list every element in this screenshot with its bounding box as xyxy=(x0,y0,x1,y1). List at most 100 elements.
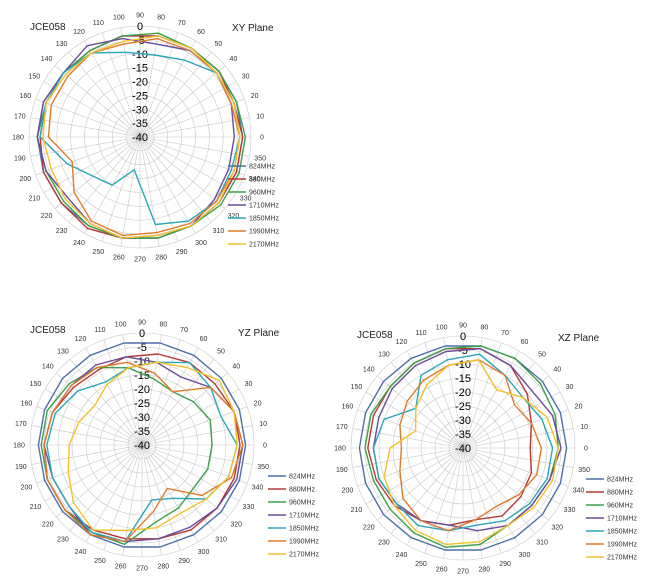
angle-tick-label: 350 xyxy=(257,464,269,471)
grid-spoke xyxy=(141,406,248,446)
grid-spoke xyxy=(139,117,250,138)
radial-tick-label: 0 xyxy=(460,331,466,343)
angle-tick-label: 90 xyxy=(136,13,144,20)
angle-tick-label: 290 xyxy=(499,561,511,568)
legend-entry: 880MHz xyxy=(289,487,316,494)
angle-tick-label: 160 xyxy=(21,400,33,407)
angle-tick-label: 50 xyxy=(538,351,546,358)
grid-spoke xyxy=(54,136,141,209)
chart-label: JCE058 xyxy=(30,22,66,33)
grid-spoke xyxy=(141,347,199,446)
angle-tick-label: 320 xyxy=(228,213,240,220)
angle-tick-label: 150 xyxy=(351,384,363,391)
angle-tick-label: 40 xyxy=(232,363,240,370)
grid-spoke xyxy=(122,444,143,556)
angle-tick-label: 300 xyxy=(198,549,210,556)
angle-tick-label: 270 xyxy=(134,257,146,264)
grid-spoke xyxy=(36,406,143,446)
grid-spoke xyxy=(31,425,143,446)
angle-tick-label: 30 xyxy=(245,381,253,388)
legend: 824MHz 880MHz 960MHz 1710MHz 1850MHz 1990MHz 2… xyxy=(228,164,279,249)
angle-tick-label: 340 xyxy=(573,488,585,495)
grid-spoke xyxy=(44,388,143,446)
angle-tick-label: 0 xyxy=(263,443,267,450)
angle-tick-label: 200 xyxy=(21,485,33,492)
angle-tick-label: 100 xyxy=(436,324,448,331)
angle-tick-label: 80 xyxy=(480,324,488,331)
polar-chart-1: 0 10 20 30 40 50 60 70 80 90 100 110 120 130 140 150 160… xyxy=(12,13,279,264)
legend-entry: 1850MHz xyxy=(289,526,319,533)
grid-spoke xyxy=(35,98,141,138)
grid-spoke xyxy=(141,372,228,446)
grid-spoke xyxy=(85,444,143,543)
angle-tick-label: 310 xyxy=(213,228,225,235)
angle-tick-label: 40 xyxy=(553,366,561,373)
grid-spoke xyxy=(36,444,143,484)
grid-spoke xyxy=(141,444,240,502)
radial-tick-label: -10 xyxy=(455,359,471,371)
grid-spoke xyxy=(141,339,181,446)
grid-spoke xyxy=(141,334,162,446)
angle-tick-label: 210 xyxy=(351,507,363,514)
grid-spoke xyxy=(139,136,179,242)
legend-entry: 1990MHz xyxy=(249,229,279,236)
grid-spoke xyxy=(139,136,160,247)
grid-spoke xyxy=(424,342,464,449)
angle-tick-label: 20 xyxy=(575,403,583,410)
legend-entry: 1990MHz xyxy=(607,542,637,549)
grid-spoke xyxy=(54,65,141,138)
radial-tick-label: 0 xyxy=(137,21,143,33)
radial-tick-label: -20 xyxy=(134,384,150,396)
radial-tick-label: -30 xyxy=(134,412,150,424)
angle-tick-label: 240 xyxy=(75,549,87,556)
grid-spoke xyxy=(139,65,226,138)
angle-tick-label: 30 xyxy=(566,384,574,391)
grid-spoke xyxy=(69,359,143,446)
grid-spoke xyxy=(120,136,141,247)
grid-spoke xyxy=(141,444,253,465)
legend: 824MHz 880MHz 960MHz 1710MHz 1850MHz 1990MHz 2… xyxy=(586,477,637,562)
chart-label: JCE058 xyxy=(30,325,66,336)
angle-tick-label: 120 xyxy=(75,336,87,343)
grid-spoke xyxy=(377,447,464,521)
series-line-1990MHz xyxy=(399,359,543,532)
angle-tick-label: 130 xyxy=(378,351,390,358)
radial-tick-label: -25 xyxy=(134,398,150,410)
grid-spoke xyxy=(357,447,464,487)
grid-spoke xyxy=(101,32,141,138)
grid-spoke xyxy=(462,447,561,505)
angle-tick-label: 160 xyxy=(342,403,354,410)
grid-spoke xyxy=(84,40,141,138)
angle-tick-label: 280 xyxy=(479,567,491,574)
grid-spoke xyxy=(103,444,143,551)
angle-tick-label: 110 xyxy=(415,330,426,337)
angle-tick-label: 320 xyxy=(230,522,242,529)
angle-tick-label: 50 xyxy=(215,41,223,48)
angle-tick-label: 210 xyxy=(29,196,41,203)
grid-spoke xyxy=(462,362,536,449)
radial-tick-label: -20 xyxy=(455,387,471,399)
radial-tick-label: -35 xyxy=(134,426,150,438)
legend-entry: 960MHz xyxy=(289,500,316,507)
grid-spoke xyxy=(139,136,226,209)
grid-spoke xyxy=(101,136,141,242)
angle-tick-label: 220 xyxy=(41,213,53,220)
angle-tick-label: 70 xyxy=(501,330,509,337)
angle-tick-label: 300 xyxy=(519,552,531,559)
grid-spoke xyxy=(462,447,569,487)
angle-tick-label: 140 xyxy=(41,56,53,63)
angle-tick-label: 180 xyxy=(12,135,24,142)
radial-tick-label: -40 xyxy=(455,443,471,455)
grid-spoke xyxy=(141,388,240,446)
grid-spoke xyxy=(352,447,464,468)
legend-entry: 960MHz xyxy=(607,503,634,510)
legend-entry: 1710MHz xyxy=(249,203,279,210)
radial-tick-label: -15 xyxy=(455,373,471,385)
grid-spoke xyxy=(141,444,215,531)
grid-spoke xyxy=(141,444,228,518)
legend-entry: 2170MHz xyxy=(289,552,319,559)
angle-tick-label: 20 xyxy=(254,400,262,407)
grid-spoke xyxy=(43,136,141,193)
angle-tick-label: 30 xyxy=(242,74,250,81)
